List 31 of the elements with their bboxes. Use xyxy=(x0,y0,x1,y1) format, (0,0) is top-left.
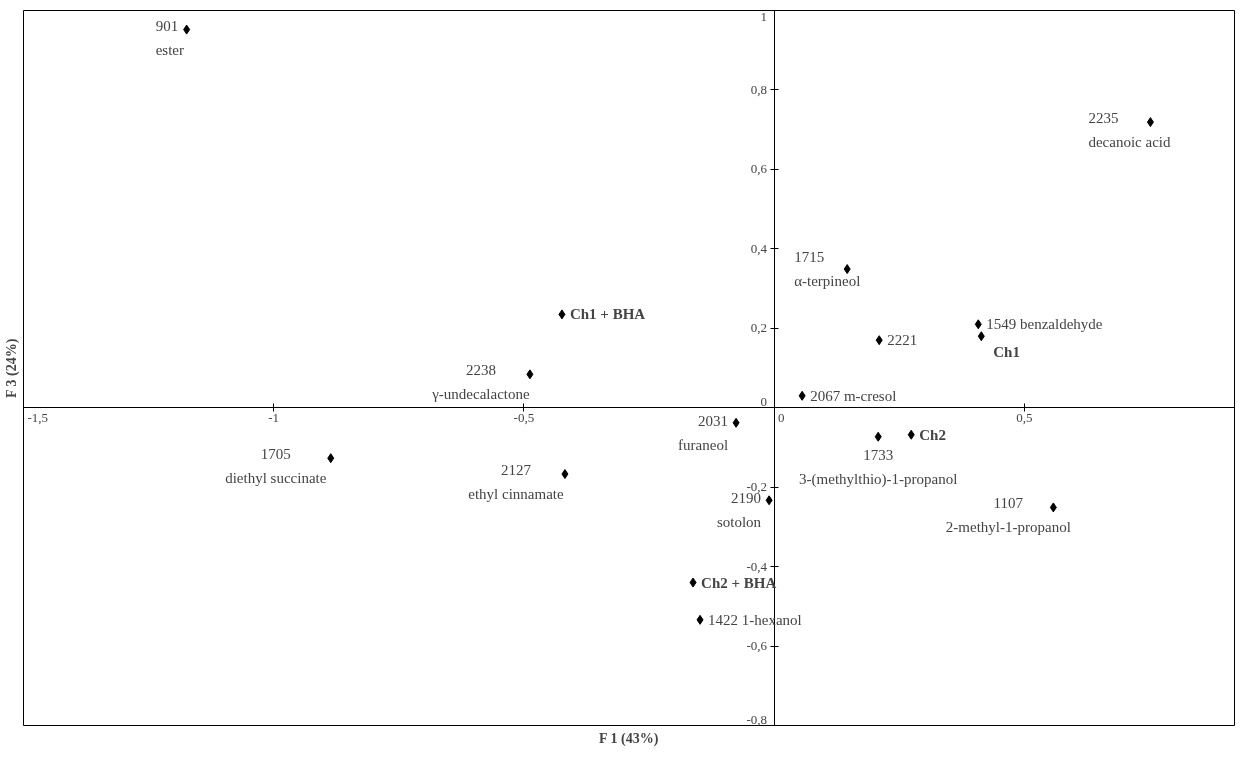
x-tick-label: 0,5 xyxy=(1016,409,1033,425)
y-tick-label: 1 xyxy=(760,8,768,24)
annotation: 2031 furaneol xyxy=(678,412,729,453)
annotation: Ch1 xyxy=(993,344,1020,361)
annotation: 2221 xyxy=(887,332,918,349)
x-tick-label: -1 xyxy=(268,409,280,425)
annotation: 1107 2-methyl-1-propanol xyxy=(945,495,1071,536)
annotation: 2235 decanoic acid xyxy=(1088,110,1171,151)
x-tick-label: 0 xyxy=(778,409,785,425)
y-tick-label: -0,8 xyxy=(746,711,768,727)
y-axis-title: F 3 (24%) xyxy=(3,338,20,398)
annotation: 2067 m-cresol xyxy=(810,387,897,404)
x-axis-title: F 1 (43%) xyxy=(599,730,659,747)
annotation: Ch2 xyxy=(919,426,946,443)
annotation: 2127 ethyl cinnamate xyxy=(468,462,564,503)
y-tick-label: 0 xyxy=(760,393,768,409)
annotation: 1705 diethyl succinate xyxy=(225,446,327,487)
annotation: 1715 α-terpineol xyxy=(794,249,861,290)
annotation: 901 ester xyxy=(155,17,184,58)
annotation: 1549 benzaldehyde xyxy=(986,316,1103,333)
x-tick-label: -0,5 xyxy=(513,409,535,425)
y-tick-label: 0,2 xyxy=(750,320,768,336)
y-tick-label: 0,4 xyxy=(750,240,768,256)
annotation: Ch1 + BHA xyxy=(569,306,646,323)
x-tick-label: -1,5 xyxy=(27,409,49,425)
annotation: 2238 γ-undecalactone xyxy=(431,362,530,403)
y-tick-label: -0,6 xyxy=(746,638,768,654)
annotation: 1733 3-(methylthio)-1-propanol xyxy=(799,446,958,488)
y-tick-label: -0,4 xyxy=(746,558,768,574)
y-tick-label: 0,8 xyxy=(750,81,768,97)
y-tick-label: 0,6 xyxy=(750,161,768,177)
